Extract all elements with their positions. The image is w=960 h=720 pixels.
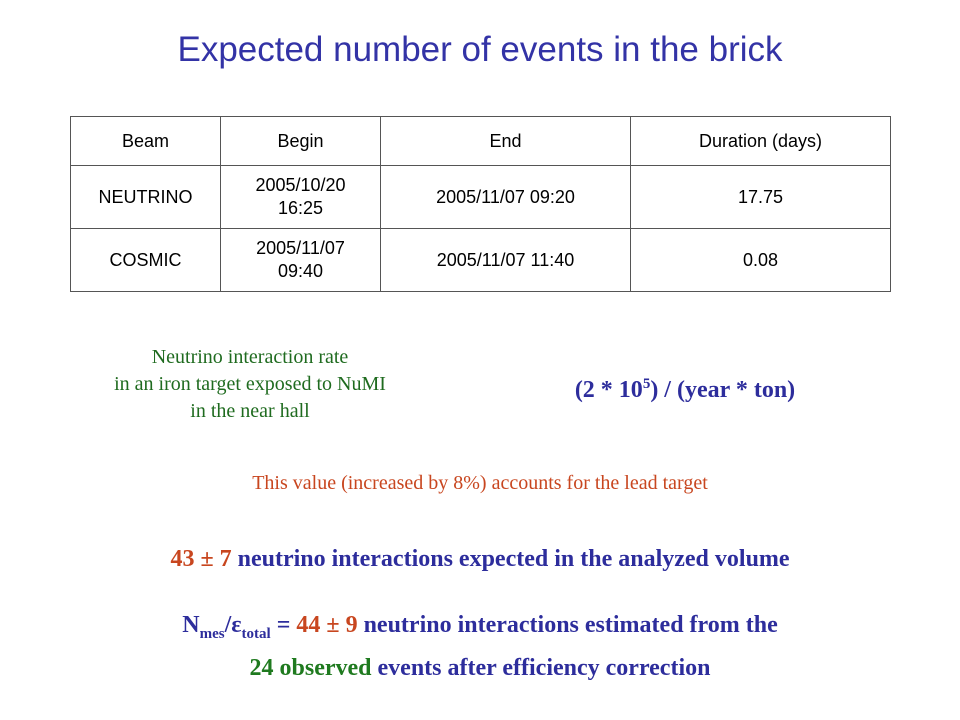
rate-value-suffix: ) / (year * ton) bbox=[650, 377, 796, 403]
header-begin: Begin bbox=[220, 116, 381, 166]
cell-beam: NEUTRINO bbox=[70, 165, 221, 229]
rate-desc-line: in the near hall bbox=[190, 400, 310, 422]
expected-text: neutrino interactions expected in the an… bbox=[237, 546, 790, 572]
table-row: NEUTRINO 2005/10/20 16:25 2005/11/07 09:2… bbox=[70, 165, 891, 229]
cell-end: 2005/11/07 11:40 bbox=[380, 228, 631, 292]
cell-begin: 2005/11/07 09:40 bbox=[220, 228, 381, 292]
cell-duration: 0.08 bbox=[630, 228, 891, 292]
cell-beam: COSMIC bbox=[70, 228, 221, 292]
header-duration: Duration (days) bbox=[630, 116, 891, 166]
table-header-row: Beam Begin End Duration (days) bbox=[70, 116, 891, 166]
header-beam: Beam bbox=[70, 116, 221, 166]
estimated-error: 9 bbox=[345, 612, 358, 638]
epsilon-symbol: ε bbox=[231, 612, 242, 638]
beam-schedule-table: Beam Begin End Duration (days) NEUTRINO … bbox=[70, 116, 891, 292]
rate-value-exponent: 5 bbox=[642, 376, 651, 392]
estimated-text-2: events after efficiency correction bbox=[377, 654, 711, 681]
expected-error: 7 bbox=[219, 546, 232, 572]
slide-title: Expected number of events in the brick bbox=[177, 30, 783, 69]
expected-count: 43 bbox=[170, 546, 195, 572]
begin-time: 09:40 bbox=[277, 261, 324, 281]
header-end: End bbox=[380, 116, 631, 166]
rate-value-prefix: (2 * 10 bbox=[574, 377, 643, 403]
expected-interactions: 43 ± 7 neutrino interactions expected in… bbox=[0, 546, 960, 573]
cell-end: 2005/11/07 09:20 bbox=[380, 165, 631, 229]
rate-description: Neutrino interaction rate in an iron tar… bbox=[45, 344, 455, 425]
slash: / bbox=[224, 612, 232, 638]
begin-time: 16:25 bbox=[277, 198, 324, 218]
lead-target-note: This value (increased by 8%) accounts fo… bbox=[252, 472, 708, 494]
observed-events: 24 observed bbox=[249, 654, 372, 681]
estimated-line-1: Nmes/εtotal = 44 ± 9 neutrino interactio… bbox=[0, 608, 960, 651]
begin-date: 2005/10/20 bbox=[255, 175, 346, 195]
table-row: COSMIC 2005/11/07 09:40 2005/11/07 11:40 … bbox=[70, 228, 891, 292]
cell-duration: 17.75 bbox=[630, 165, 891, 229]
estimated-value: 44 bbox=[296, 612, 321, 638]
estimated-line-2: 24 observed events after efficiency corr… bbox=[0, 651, 960, 685]
n-symbol: N bbox=[182, 612, 200, 638]
rate-value: (2 * 105) / (year * ton) bbox=[520, 376, 850, 404]
begin-date: 2005/11/07 bbox=[256, 238, 345, 258]
estimated-text-1: neutrino interactions estimated from the bbox=[363, 612, 778, 638]
rate-desc-line: Neutrino interaction rate bbox=[151, 346, 349, 368]
estimated-interactions: Nmes/εtotal = 44 ± 9 neutrino interactio… bbox=[0, 608, 960, 685]
n-subscript: mes bbox=[199, 625, 225, 642]
equals-sign: = bbox=[270, 612, 297, 638]
cell-begin: 2005/10/20 16:25 bbox=[220, 165, 381, 229]
epsilon-subscript: total bbox=[241, 625, 271, 642]
rate-desc-line: in an iron target exposed to NuMI bbox=[114, 373, 386, 395]
plus-minus-sign: ± bbox=[200, 546, 214, 572]
plus-minus-sign: ± bbox=[326, 612, 340, 638]
